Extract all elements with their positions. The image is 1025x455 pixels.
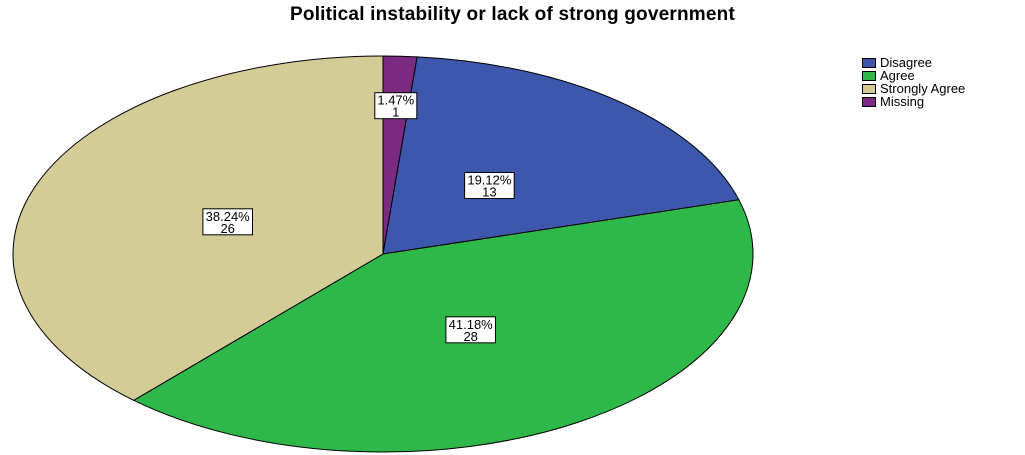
pie-slice-strongly-agree <box>12 55 384 401</box>
legend-swatch-disagree <box>862 57 876 68</box>
slice-percent-label: 41.18% <box>449 317 494 332</box>
slice-label-missing: 1.47%1 <box>374 92 418 120</box>
legend-item-missing: Missing <box>862 95 965 108</box>
legend: Disagree Agree Strongly Agree Missing <box>862 56 965 108</box>
legend-swatch-missing <box>862 96 876 107</box>
slice-percent-label: 1.47% <box>377 93 414 108</box>
legend-label-agree: Agree <box>880 68 915 83</box>
pie-slice-agree <box>132 199 754 453</box>
slice-percent-label: 38.24% <box>206 209 251 224</box>
slice-label-box <box>202 208 253 236</box>
legend-item-disagree: Disagree <box>862 56 965 69</box>
slice-label-box <box>374 92 418 120</box>
slice-count-label: 26 <box>220 221 234 236</box>
slice-count-label: 28 <box>463 329 477 344</box>
slice-label-box <box>464 172 515 199</box>
slice-percent-label: 19.12% <box>467 173 512 188</box>
slice-label-disagree: 19.12%13 <box>464 172 515 200</box>
legend-label-strongly-agree: Strongly Agree <box>880 81 966 96</box>
slice-label-strongly-agree: 38.24%26 <box>202 208 253 236</box>
legend-label-disagree: Disagree <box>880 55 933 70</box>
legend-swatch-agree <box>862 70 876 81</box>
slice-label-agree: 41.18%28 <box>445 316 496 344</box>
slice-count-label: 13 <box>482 185 496 200</box>
slice-label-box <box>445 316 496 344</box>
legend-item-agree: Agree <box>862 69 965 82</box>
chart-title: Political instability or lack of strong … <box>290 4 735 25</box>
legend-item-strongly-agree: Strongly Agree <box>862 82 965 95</box>
legend-swatch-strongly-agree <box>862 83 876 94</box>
legend-label-missing: Missing <box>880 94 925 109</box>
pie-slice-disagree <box>382 56 740 255</box>
slice-count-label: 1 <box>392 105 399 120</box>
